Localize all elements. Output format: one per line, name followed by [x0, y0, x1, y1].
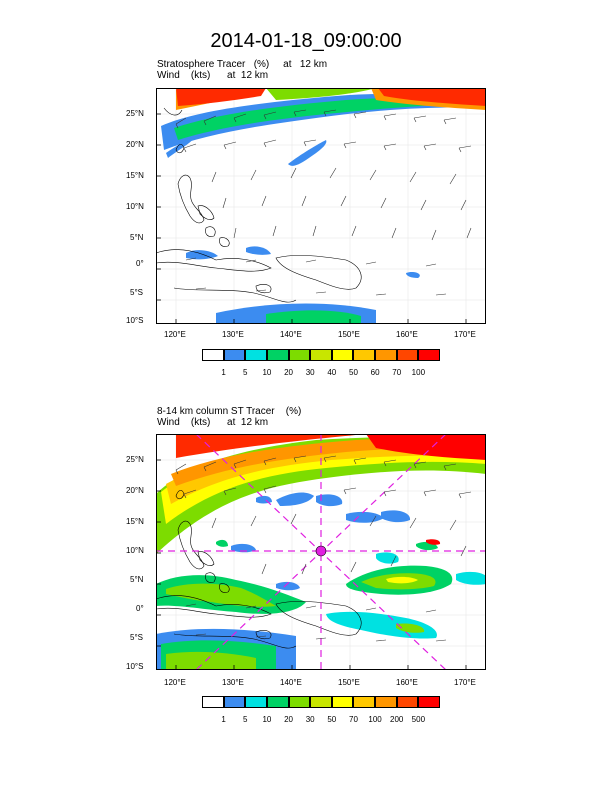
- panel1-lat-label: 20°N: [126, 140, 144, 149]
- colorbar-label: 70: [349, 715, 358, 724]
- panel2-lat-label: 15°N: [126, 517, 144, 526]
- panel1-subtitle-2: Wind (kts) at 12 km: [157, 70, 269, 81]
- panel1-coastlines: [156, 107, 362, 303]
- colorbar-swatch: [223, 696, 246, 708]
- panel2-lon-label: 150°E: [338, 678, 360, 687]
- panel2-lat-label: 25°N: [126, 455, 144, 464]
- colorbar-label: 100: [368, 715, 382, 724]
- panel1-tracer-field: [161, 88, 486, 324]
- panel1-lat-label: 5°S: [130, 288, 143, 297]
- panel2-coastlines: [156, 490, 362, 649]
- panel1-lon-label: 150°E: [338, 330, 360, 339]
- panel2-lon-label: 160°E: [396, 678, 418, 687]
- colorbar-swatch: [396, 349, 419, 361]
- panel2-lat-label: 20°N: [126, 486, 144, 495]
- panel1-frame: [156, 88, 486, 324]
- colorbar-swatch: [223, 349, 246, 361]
- panel1-lat-label: 5°N: [130, 233, 144, 242]
- colorbar-label: 200: [390, 715, 404, 724]
- colorbar-swatch: [418, 696, 440, 708]
- colorbar-swatch: [202, 349, 224, 361]
- panel1-colorbar: [202, 349, 440, 361]
- colorbar-swatch: [266, 349, 289, 361]
- colorbar-label: 1: [221, 715, 226, 724]
- colorbar-label: 30: [305, 368, 315, 377]
- panel2-tracer-field: [156, 434, 486, 670]
- colorbar-swatch: [245, 696, 267, 708]
- colorbar-label: 40: [327, 368, 337, 377]
- colorbar-swatch: [331, 696, 354, 708]
- colorbar-swatch: [353, 349, 376, 361]
- panel2-ticks: [156, 459, 467, 670]
- colorbar-label: 50: [327, 715, 337, 724]
- panel2-map: [156, 434, 486, 670]
- panel2-lat-label: 5°N: [130, 575, 144, 584]
- panel1-lon-label: 130°E: [222, 330, 244, 339]
- colorbar-swatch: [245, 349, 267, 361]
- panel2-lon-label: 170°E: [454, 678, 476, 687]
- panel1-lat-label: 15°N: [126, 171, 144, 180]
- colorbar-swatch: [418, 349, 440, 361]
- panel2-wind-barbs: [175, 455, 472, 642]
- panel2-lon-label: 130°E: [222, 678, 244, 687]
- panel1-lat-label: 25°N: [126, 109, 144, 118]
- panel2-subtitle-1: 8-14 km column ST Tracer (%): [157, 406, 302, 417]
- panel2-lat-label: 10°N: [126, 546, 144, 555]
- panel1-wind-barbs: [175, 109, 472, 296]
- colorbar-swatch: [288, 696, 311, 708]
- panel1-gridlines: [156, 88, 486, 324]
- panel2-frame: [156, 434, 486, 670]
- panel2-lat-label: 10°S: [126, 662, 144, 671]
- panel1-lat-label: 10°S: [126, 316, 144, 325]
- colorbar-label: 1: [221, 368, 226, 377]
- colorbar-swatch: [375, 349, 397, 361]
- colorbar-swatch: [310, 696, 332, 708]
- colorbar-swatch: [375, 696, 397, 708]
- colorbar-label: 100: [411, 368, 426, 377]
- colorbar-swatch: [266, 696, 289, 708]
- panel1-lon-label: 120°E: [164, 330, 186, 339]
- panel1-lat-label: 0°: [136, 259, 144, 268]
- panel2-lat-label: 5°S: [130, 633, 143, 642]
- panel1-map: [156, 88, 486, 324]
- colorbar-label: 10: [262, 715, 272, 724]
- panel2-lon-label: 140°E: [280, 678, 302, 687]
- colorbar-swatch: [288, 349, 311, 361]
- panel1-lon-label: 140°E: [280, 330, 302, 339]
- colorbar-label: 30: [305, 715, 315, 724]
- panel1-lon-label: 160°E: [396, 330, 418, 339]
- panel1-colorbar-labels: 1 5 10 20 30 40 50 60 70 100: [202, 368, 440, 378]
- colorbar-swatch: [202, 696, 224, 708]
- colorbar-swatch: [353, 696, 376, 708]
- panel2-lat-label: 0°: [136, 604, 144, 613]
- panel1-ticks: [156, 113, 467, 324]
- colorbar-label: 50: [349, 368, 358, 377]
- panel1-lat-label: 10°N: [126, 202, 144, 211]
- panel2-lon-label: 120°E: [164, 678, 186, 687]
- colorbar-label: 20: [284, 715, 293, 724]
- colorbar-label: 20: [284, 368, 293, 377]
- colorbar-label: 5: [243, 368, 248, 377]
- colorbar-label: 60: [370, 368, 380, 377]
- colorbar-label: 70: [392, 368, 402, 377]
- colorbar-swatch: [396, 696, 419, 708]
- colorbar-swatch: [310, 349, 332, 361]
- panel2-colorbar-labels: 1 5 10 20 30 50 70 100 200 500: [202, 715, 440, 725]
- panel1-lon-label: 170°E: [454, 330, 476, 339]
- panel2-center-marker: [315, 545, 327, 557]
- colorbar-label: 500: [411, 715, 426, 724]
- panel2-colorbar: [202, 696, 440, 708]
- page-title: 2014-01-18_09:00:00: [210, 30, 402, 52]
- panel2-subtitle-2: Wind (kts) at 12 km: [157, 417, 269, 428]
- colorbar-label: 10: [262, 368, 272, 377]
- colorbar-label: 5: [243, 715, 248, 724]
- panel1-subtitle-1: Stratosphere Tracer (%) at 12 km: [157, 59, 328, 70]
- colorbar-swatch: [331, 349, 354, 361]
